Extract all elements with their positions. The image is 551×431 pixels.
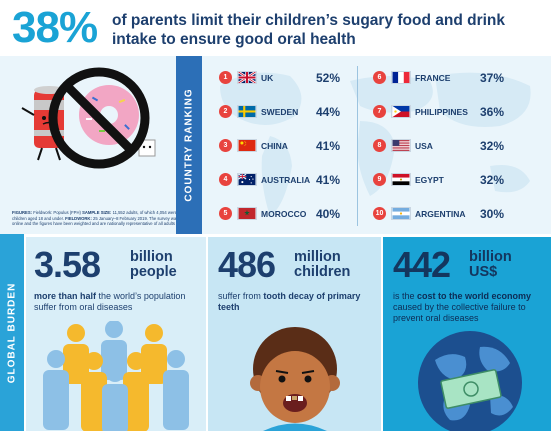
ranking-row: 3 CHINA 41% xyxy=(216,132,374,166)
stat-number: 486 xyxy=(218,244,276,285)
rank-number-badge: 9 xyxy=(373,173,386,186)
stat-description: more than half the world’s population su… xyxy=(34,291,186,312)
country-name: FRANCE xyxy=(415,73,451,83)
stat-number: 442 xyxy=(393,244,451,285)
country-ranking-label: COUNTRY RANKING xyxy=(176,56,202,234)
uk-flag-icon xyxy=(237,71,257,84)
country-percent: 32% xyxy=(480,139,505,153)
country-percent: 30% xyxy=(480,207,505,221)
country-name: SWEDEN xyxy=(261,107,299,117)
rank-number-badge: 4 xyxy=(219,173,232,186)
ranking-row: 10 ARGENTINA 30% xyxy=(370,200,528,234)
rank-number-badge: 8 xyxy=(373,139,386,152)
rank-number-badge: 1 xyxy=(219,71,232,84)
ranking-row: 5 MOROCCO 40% xyxy=(216,200,374,234)
ranking-right-column: 6 FRANCE 37% 7 PHILIPPINES 36% 8 USA 32% 9 EGYPT 32… xyxy=(370,64,528,234)
ranking-left-column: 1 UK 52% 2 SWEDEN 44% 3 CHINA 41% 4 AUSTRALIA 41% 5 M… xyxy=(216,64,374,234)
survey-fine-print: FIGURES: Fieldwork: Populus (FPH) SAMPLE… xyxy=(12,210,201,226)
stat-description: is the cost to the world economy caused … xyxy=(393,291,532,323)
global-burden-label: GLOBAL BURDEN xyxy=(0,234,24,431)
banknote-icon xyxy=(440,369,502,409)
ranking-row: 2 SWEDEN 44% xyxy=(216,98,374,132)
global-burden-panel: GLOBAL BURDEN 3.58 billion people more t… xyxy=(0,234,551,431)
country-percent: 41% xyxy=(316,173,341,187)
philippines-flag-icon xyxy=(391,105,411,118)
headline-stat: 38% xyxy=(12,3,98,52)
ranking-row: 7 PHILIPPINES 36% xyxy=(370,98,528,132)
france-flag-icon xyxy=(391,71,411,84)
prohibition-sign-icon xyxy=(48,67,150,169)
country-name: MOROCCO xyxy=(261,209,307,219)
country-percent: 44% xyxy=(316,105,341,119)
stat-card-cost: 442 billion US$ is the cost to the world… xyxy=(383,237,551,431)
child-toothache-icon xyxy=(250,327,340,431)
donut-icon xyxy=(79,85,139,145)
country-percent: 37% xyxy=(480,71,505,85)
ranking-row: 6 FRANCE 37% xyxy=(370,64,528,98)
country-ranking-panel: FIGURES: Fieldwork: Populus (FPH) SAMPLE… xyxy=(0,56,551,234)
ranking-row: 9 EGYPT 32% xyxy=(370,166,528,200)
globe-money-icon xyxy=(418,331,522,431)
stat-unit-line2: children xyxy=(294,264,351,280)
ranking-row: 4 AUSTRALIA 41% xyxy=(216,166,374,200)
egypt-flag-icon xyxy=(391,173,411,186)
stat-card-children: 486 million children suffer from tooth d… xyxy=(208,237,381,431)
country-name: CHINA xyxy=(261,141,288,151)
column-divider xyxy=(357,66,358,226)
country-percent: 52% xyxy=(316,71,341,85)
country-name: EGYPT xyxy=(415,175,444,185)
country-name: PHILIPPINES xyxy=(415,107,468,117)
australia-flag-icon xyxy=(237,173,257,186)
stat-unit-line2: US$ xyxy=(469,264,498,280)
usa-flag-icon xyxy=(391,139,411,152)
crowd-icon xyxy=(43,321,189,431)
rank-number-badge: 2 xyxy=(219,105,232,118)
stat-unit-line1: billion xyxy=(130,249,173,265)
rank-number-badge: 6 xyxy=(373,71,386,84)
country-name: AUSTRALIA xyxy=(261,175,311,185)
country-percent: 32% xyxy=(480,173,505,187)
sweden-flag-icon xyxy=(237,105,257,118)
no-sugar-illustration xyxy=(21,67,156,169)
country-name: ARGENTINA xyxy=(415,209,466,219)
stat-card-people: 3.58 billion people more than half the w… xyxy=(26,237,206,431)
stat-unit-line2: people xyxy=(130,264,177,280)
country-percent: 40% xyxy=(316,207,341,221)
stat-number: 3.58 xyxy=(34,244,101,285)
header: 38% of parents limit their children’s su… xyxy=(0,0,551,56)
stat-unit-line1: million xyxy=(294,249,341,265)
country-percent: 41% xyxy=(316,139,341,153)
ranking-row: 8 USA 32% xyxy=(370,132,528,166)
morocco-flag-icon xyxy=(237,207,257,220)
china-flag-icon xyxy=(237,139,257,152)
country-name: USA xyxy=(415,141,433,151)
country-name: UK xyxy=(261,73,274,83)
stat-unit-line1: billion xyxy=(469,249,512,265)
rank-number-badge: 7 xyxy=(373,105,386,118)
stat-description: suffer from tooth decay of primary teeth xyxy=(218,291,361,312)
argentina-flag-icon xyxy=(391,207,411,220)
rank-number-badge: 3 xyxy=(219,139,232,152)
country-percent: 36% xyxy=(480,105,505,119)
rank-number-badge: 5 xyxy=(219,207,232,220)
headline-text: of parents limit their children’s sugary… xyxy=(112,12,506,48)
rank-number-badge: 10 xyxy=(373,207,386,220)
ranking-row: 1 UK 52% xyxy=(216,64,374,98)
